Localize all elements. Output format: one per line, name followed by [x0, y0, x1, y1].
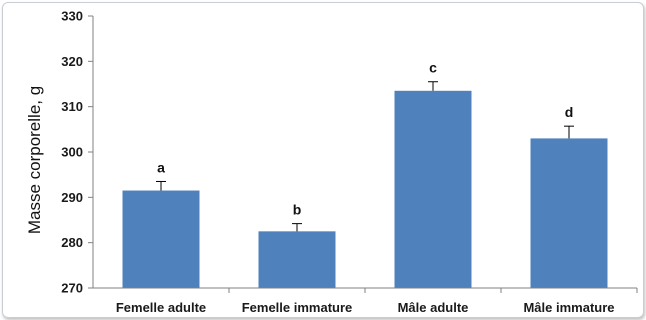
y-tick-label: 290 [61, 190, 83, 205]
bar-annotation: d [565, 104, 574, 120]
y-tick-label: 330 [61, 9, 83, 24]
x-category-label: Femelle adulte [116, 300, 206, 315]
y-tick-label: 280 [61, 235, 83, 250]
y-tick-label: 310 [61, 99, 83, 114]
y-axis-label: Masse corporelle, g [25, 86, 44, 234]
bar [258, 231, 336, 288]
bar-annotation: c [429, 60, 437, 76]
bar-annotation: b [293, 202, 302, 218]
x-category-label: Mâle adulte [398, 300, 469, 315]
bar [394, 90, 472, 288]
bar [530, 138, 608, 288]
y-tick-label: 320 [61, 54, 83, 69]
bar [122, 190, 200, 288]
bar-annotation: a [157, 159, 165, 175]
y-tick-label: 300 [61, 145, 83, 160]
x-category-label: Femelle immature [242, 300, 353, 315]
x-category-label: Mâle immature [523, 300, 614, 315]
y-tick-label: 270 [61, 281, 83, 296]
